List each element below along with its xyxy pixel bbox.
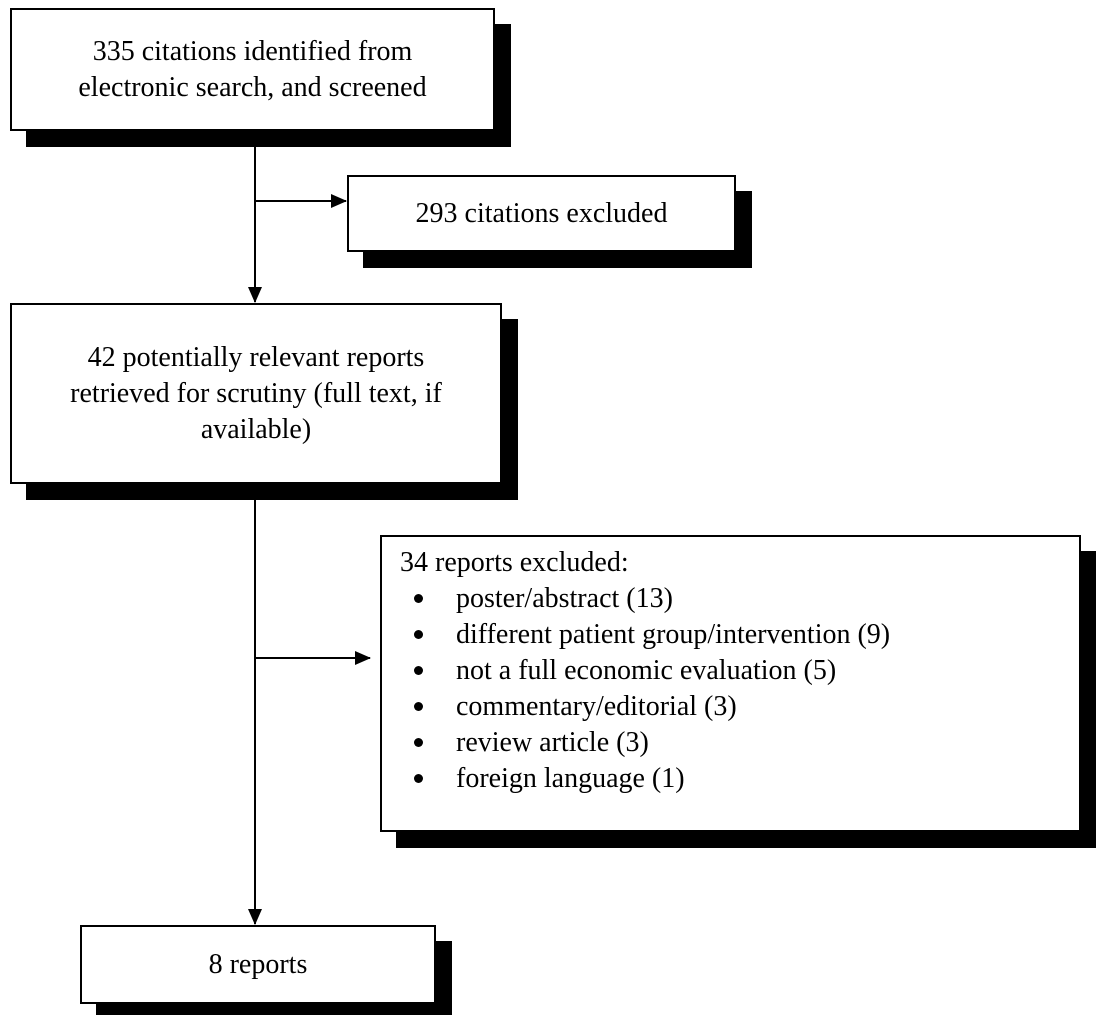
- exclusion-reason: foreign language (1): [400, 761, 1079, 797]
- reports-retrieved-box: 42 potentially relevant reports retrieve…: [10, 303, 502, 484]
- exclusion-reason: not a full economic evaluation (5): [400, 653, 1079, 689]
- retrieved-box-line-2: retrieved for scrutiny (full text, if: [70, 377, 442, 409]
- retrieved-box-line-1: 42 potentially relevant reports: [87, 341, 425, 373]
- retrieved-box-line-3: available): [200, 413, 312, 445]
- exclusion-reason-text: foreign language (1): [456, 763, 685, 794]
- bullet-icon: [414, 666, 423, 675]
- exclusion-reason-text: review article (3): [456, 727, 649, 758]
- final-reports-box: 8 reports: [80, 925, 436, 1004]
- final-reports-text: 8 reports: [208, 948, 308, 980]
- reports-excluded-box: 34 reports excluded: poster/abstract (13…: [380, 535, 1081, 832]
- citations-excluded-text: 293 citations excluded: [415, 197, 668, 229]
- search-box-line-2: electronic search, and screened: [78, 71, 427, 103]
- exclusion-reasons-list: poster/abstract (13) different patient g…: [400, 581, 1079, 797]
- search-box-line-1: 335 citations identified from: [92, 35, 413, 67]
- bullet-icon: [414, 630, 423, 639]
- exclusion-reason-text: commentary/editorial (3): [456, 691, 737, 722]
- bullet-icon: [414, 594, 423, 603]
- citations-identified-box: 335 citations identified from electronic…: [10, 8, 495, 131]
- exclusion-reason-text: different patient group/intervention (9): [456, 619, 891, 650]
- exclusion-reason-text: poster/abstract (13): [456, 583, 673, 614]
- exclusion-reason: poster/abstract (13): [400, 581, 1079, 617]
- exclusion-reason: commentary/editorial (3): [400, 689, 1079, 725]
- exclusion-reason-text: not a full economic evaluation (5): [456, 655, 837, 686]
- exclusion-reason: different patient group/intervention (9): [400, 617, 1079, 653]
- citations-excluded-box: 293 citations excluded: [347, 175, 736, 252]
- bullet-icon: [414, 702, 423, 711]
- exclusion-reason: review article (3): [400, 725, 1079, 761]
- reports-excluded-heading: 34 reports excluded:: [400, 547, 629, 578]
- bullet-icon: [414, 774, 423, 783]
- bullet-icon: [414, 738, 423, 747]
